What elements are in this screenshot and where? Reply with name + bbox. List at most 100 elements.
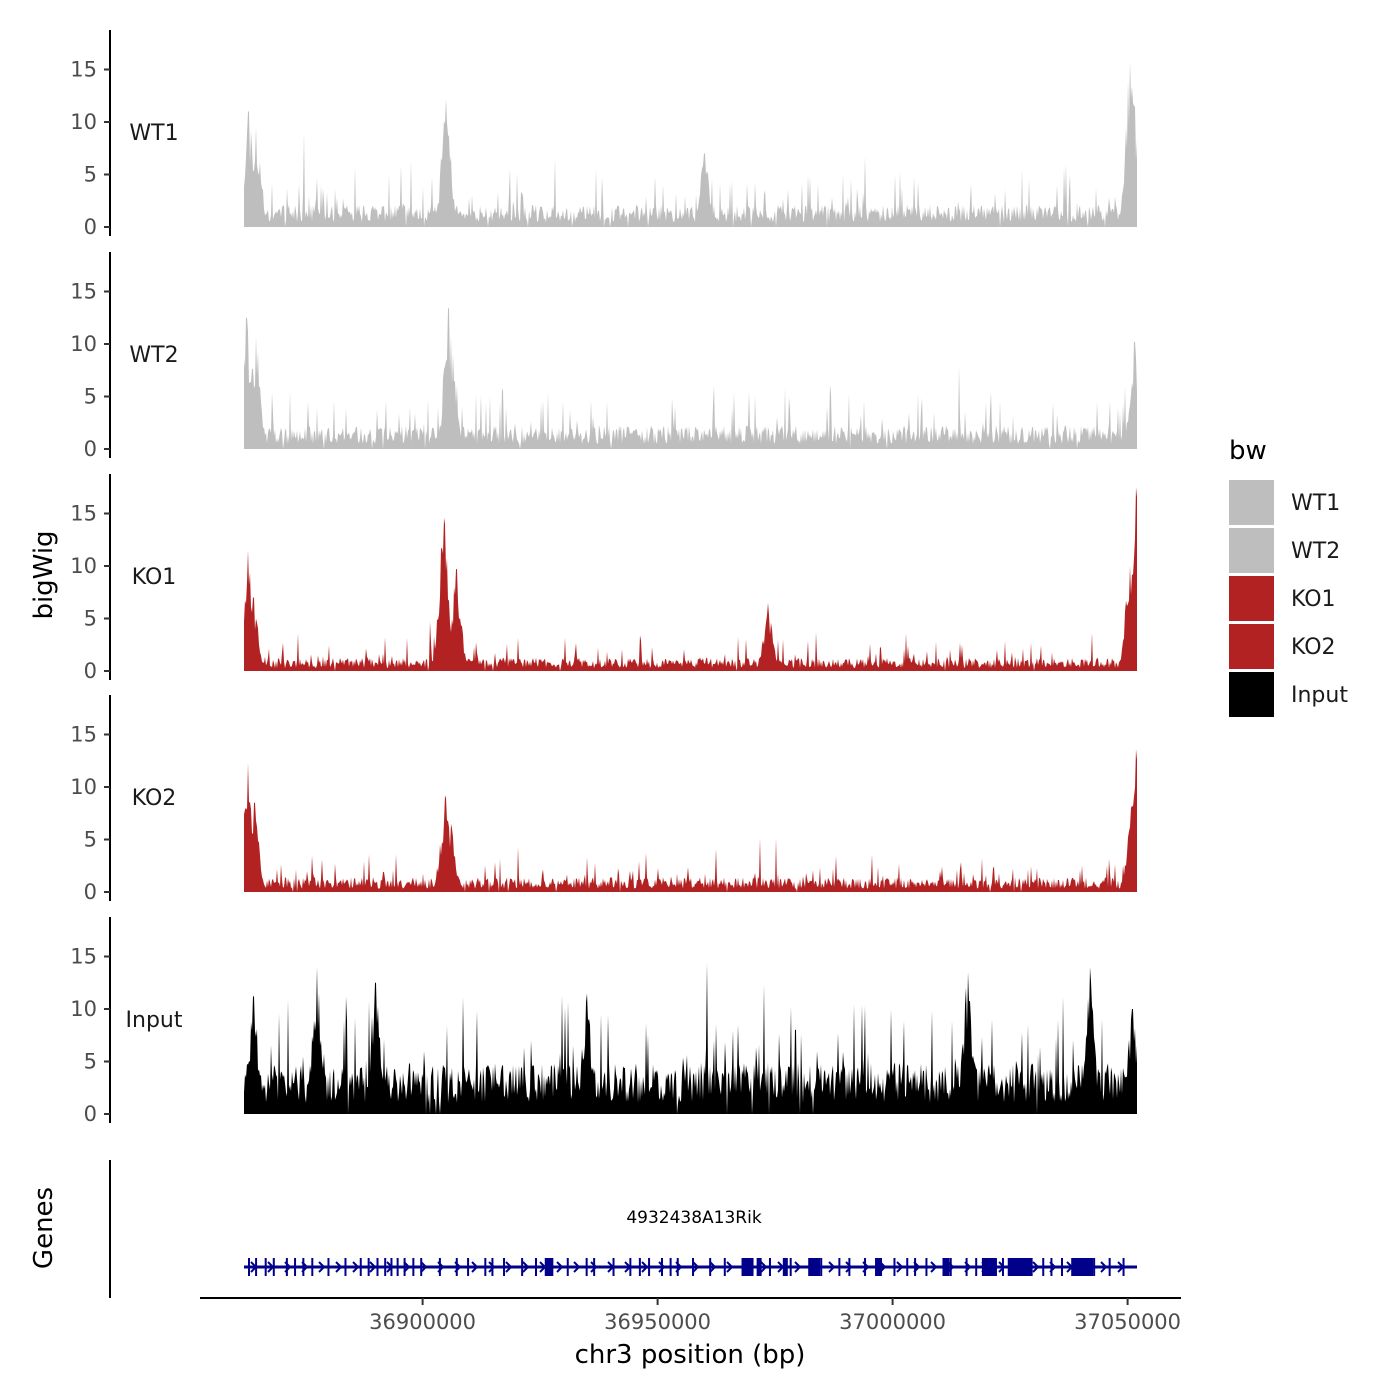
exon-block — [741, 1258, 754, 1276]
exon-block — [661, 1258, 664, 1276]
exon-block — [264, 1258, 267, 1276]
exon-block — [491, 1258, 494, 1276]
exon-block — [768, 1258, 771, 1276]
strand-arrow — [488, 1261, 496, 1273]
legend-label-ko2: KO2 — [1291, 635, 1336, 660]
exon-block — [1061, 1258, 1064, 1276]
y-tick-label: 5 — [84, 163, 97, 187]
exon-block — [367, 1258, 370, 1276]
y-tick-label: 5 — [84, 607, 97, 631]
exon-block — [864, 1258, 867, 1276]
exon-block — [544, 1258, 553, 1276]
strand-arrow — [1015, 1261, 1023, 1273]
strand-arrow — [675, 1261, 683, 1273]
strand-arrow — [913, 1261, 921, 1273]
exon-block — [376, 1258, 379, 1276]
exon-block — [789, 1258, 792, 1276]
strand-arrow — [403, 1261, 411, 1273]
strand-arrow — [828, 1261, 836, 1273]
strand-arrow — [624, 1261, 632, 1273]
exon-block — [669, 1258, 672, 1276]
strand-arrow — [947, 1261, 955, 1273]
exon-block — [949, 1258, 952, 1276]
track-wt1: 0 5 10 15 WT1 — [70, 30, 1137, 239]
exon-block — [248, 1258, 250, 1276]
gene-name-label: 4932438A13Rik — [626, 1208, 762, 1228]
strand-arrow — [522, 1261, 530, 1273]
track-label: KO2 — [132, 786, 177, 811]
strand-arrow — [352, 1261, 360, 1273]
exon-block — [906, 1258, 909, 1276]
x-tick-label: 37050000 — [1074, 1310, 1181, 1334]
strand-arrow — [879, 1261, 887, 1273]
y-tick-label: 5 — [84, 1050, 97, 1074]
strand-arrow — [335, 1261, 343, 1273]
track-ko2: 0 5 10 15 KO2 — [70, 695, 1137, 904]
strand-arrow — [1100, 1261, 1108, 1273]
track-label: WT2 — [129, 343, 178, 368]
exon-block — [294, 1258, 297, 1276]
strand-arrow — [811, 1261, 819, 1273]
track-label: WT1 — [129, 121, 178, 146]
y-tick-label: 5 — [84, 828, 97, 852]
y-tick-label: 15 — [70, 723, 97, 747]
exon-block — [344, 1258, 347, 1276]
legend-label-wt1: WT1 — [1291, 491, 1340, 516]
exon-block — [925, 1258, 928, 1276]
strand-arrow — [641, 1261, 649, 1273]
exon-block — [503, 1258, 506, 1276]
exon-block — [1050, 1258, 1053, 1276]
strand-arrow — [437, 1261, 445, 1273]
strand-arrow — [845, 1261, 853, 1273]
strand-arrow — [284, 1261, 292, 1273]
exon-block — [756, 1258, 762, 1276]
strand-arrow — [1117, 1261, 1125, 1273]
exon-block — [285, 1258, 288, 1276]
exon-block — [848, 1258, 851, 1276]
gene-track-title: Genes — [29, 1187, 59, 1269]
exon-block — [638, 1258, 641, 1276]
y-tick-label: 0 — [84, 659, 97, 683]
exon-block — [585, 1258, 588, 1276]
exon-block — [875, 1258, 883, 1276]
exon-cluster — [981, 1258, 996, 1276]
strand-arrow — [981, 1261, 989, 1273]
coverage-tracks: 0 5 10 15 WT1 0 5 10 15 WT2 0 5 10 15 KO1 0 5 10 15 KO2 0 5 10… — [70, 30, 1137, 1126]
y-tick-label: 10 — [70, 997, 97, 1021]
exon-block — [1023, 1258, 1033, 1276]
y-axis-title: bigWig — [29, 530, 59, 619]
coverage-area-ko1 — [244, 487, 1137, 671]
exon-block — [965, 1258, 968, 1276]
gene-track — [109, 1160, 1137, 1298]
track-label: KO1 — [132, 565, 177, 590]
y-tick-label: 0 — [84, 437, 97, 461]
strand-arrow — [267, 1261, 275, 1273]
y-tick-label: 10 — [70, 110, 97, 134]
y-tick-label: 10 — [70, 775, 97, 799]
strand-arrow — [1066, 1261, 1074, 1273]
strand-arrow — [1032, 1261, 1040, 1273]
strand-arrow — [556, 1261, 564, 1273]
exon-block — [484, 1258, 487, 1276]
coverage-area-wt2 — [244, 308, 1137, 449]
legend-swatch-input — [1229, 672, 1274, 717]
y-tick-label: 15 — [70, 945, 97, 969]
exon-block — [551, 1258, 554, 1276]
y-tick-label: 15 — [70, 280, 97, 304]
exon-block — [676, 1258, 679, 1276]
y-tick-label: 0 — [84, 215, 97, 239]
x-tick-label: 36950000 — [604, 1310, 711, 1334]
exon-block — [593, 1258, 596, 1276]
strand-arrow — [1049, 1261, 1057, 1273]
exon-cluster — [1007, 1258, 1018, 1276]
exon-cluster — [1071, 1258, 1094, 1276]
exon-block — [942, 1258, 950, 1276]
legend: bw WT1 WT2 KO1 KO2 Input — [1229, 436, 1348, 717]
exon-block — [467, 1258, 470, 1276]
strand-arrow — [301, 1261, 309, 1273]
legend-swatch-ko2 — [1229, 624, 1274, 669]
strand-arrow — [420, 1261, 428, 1273]
coverage-area-input — [244, 962, 1137, 1114]
strand-arrow — [318, 1261, 326, 1273]
